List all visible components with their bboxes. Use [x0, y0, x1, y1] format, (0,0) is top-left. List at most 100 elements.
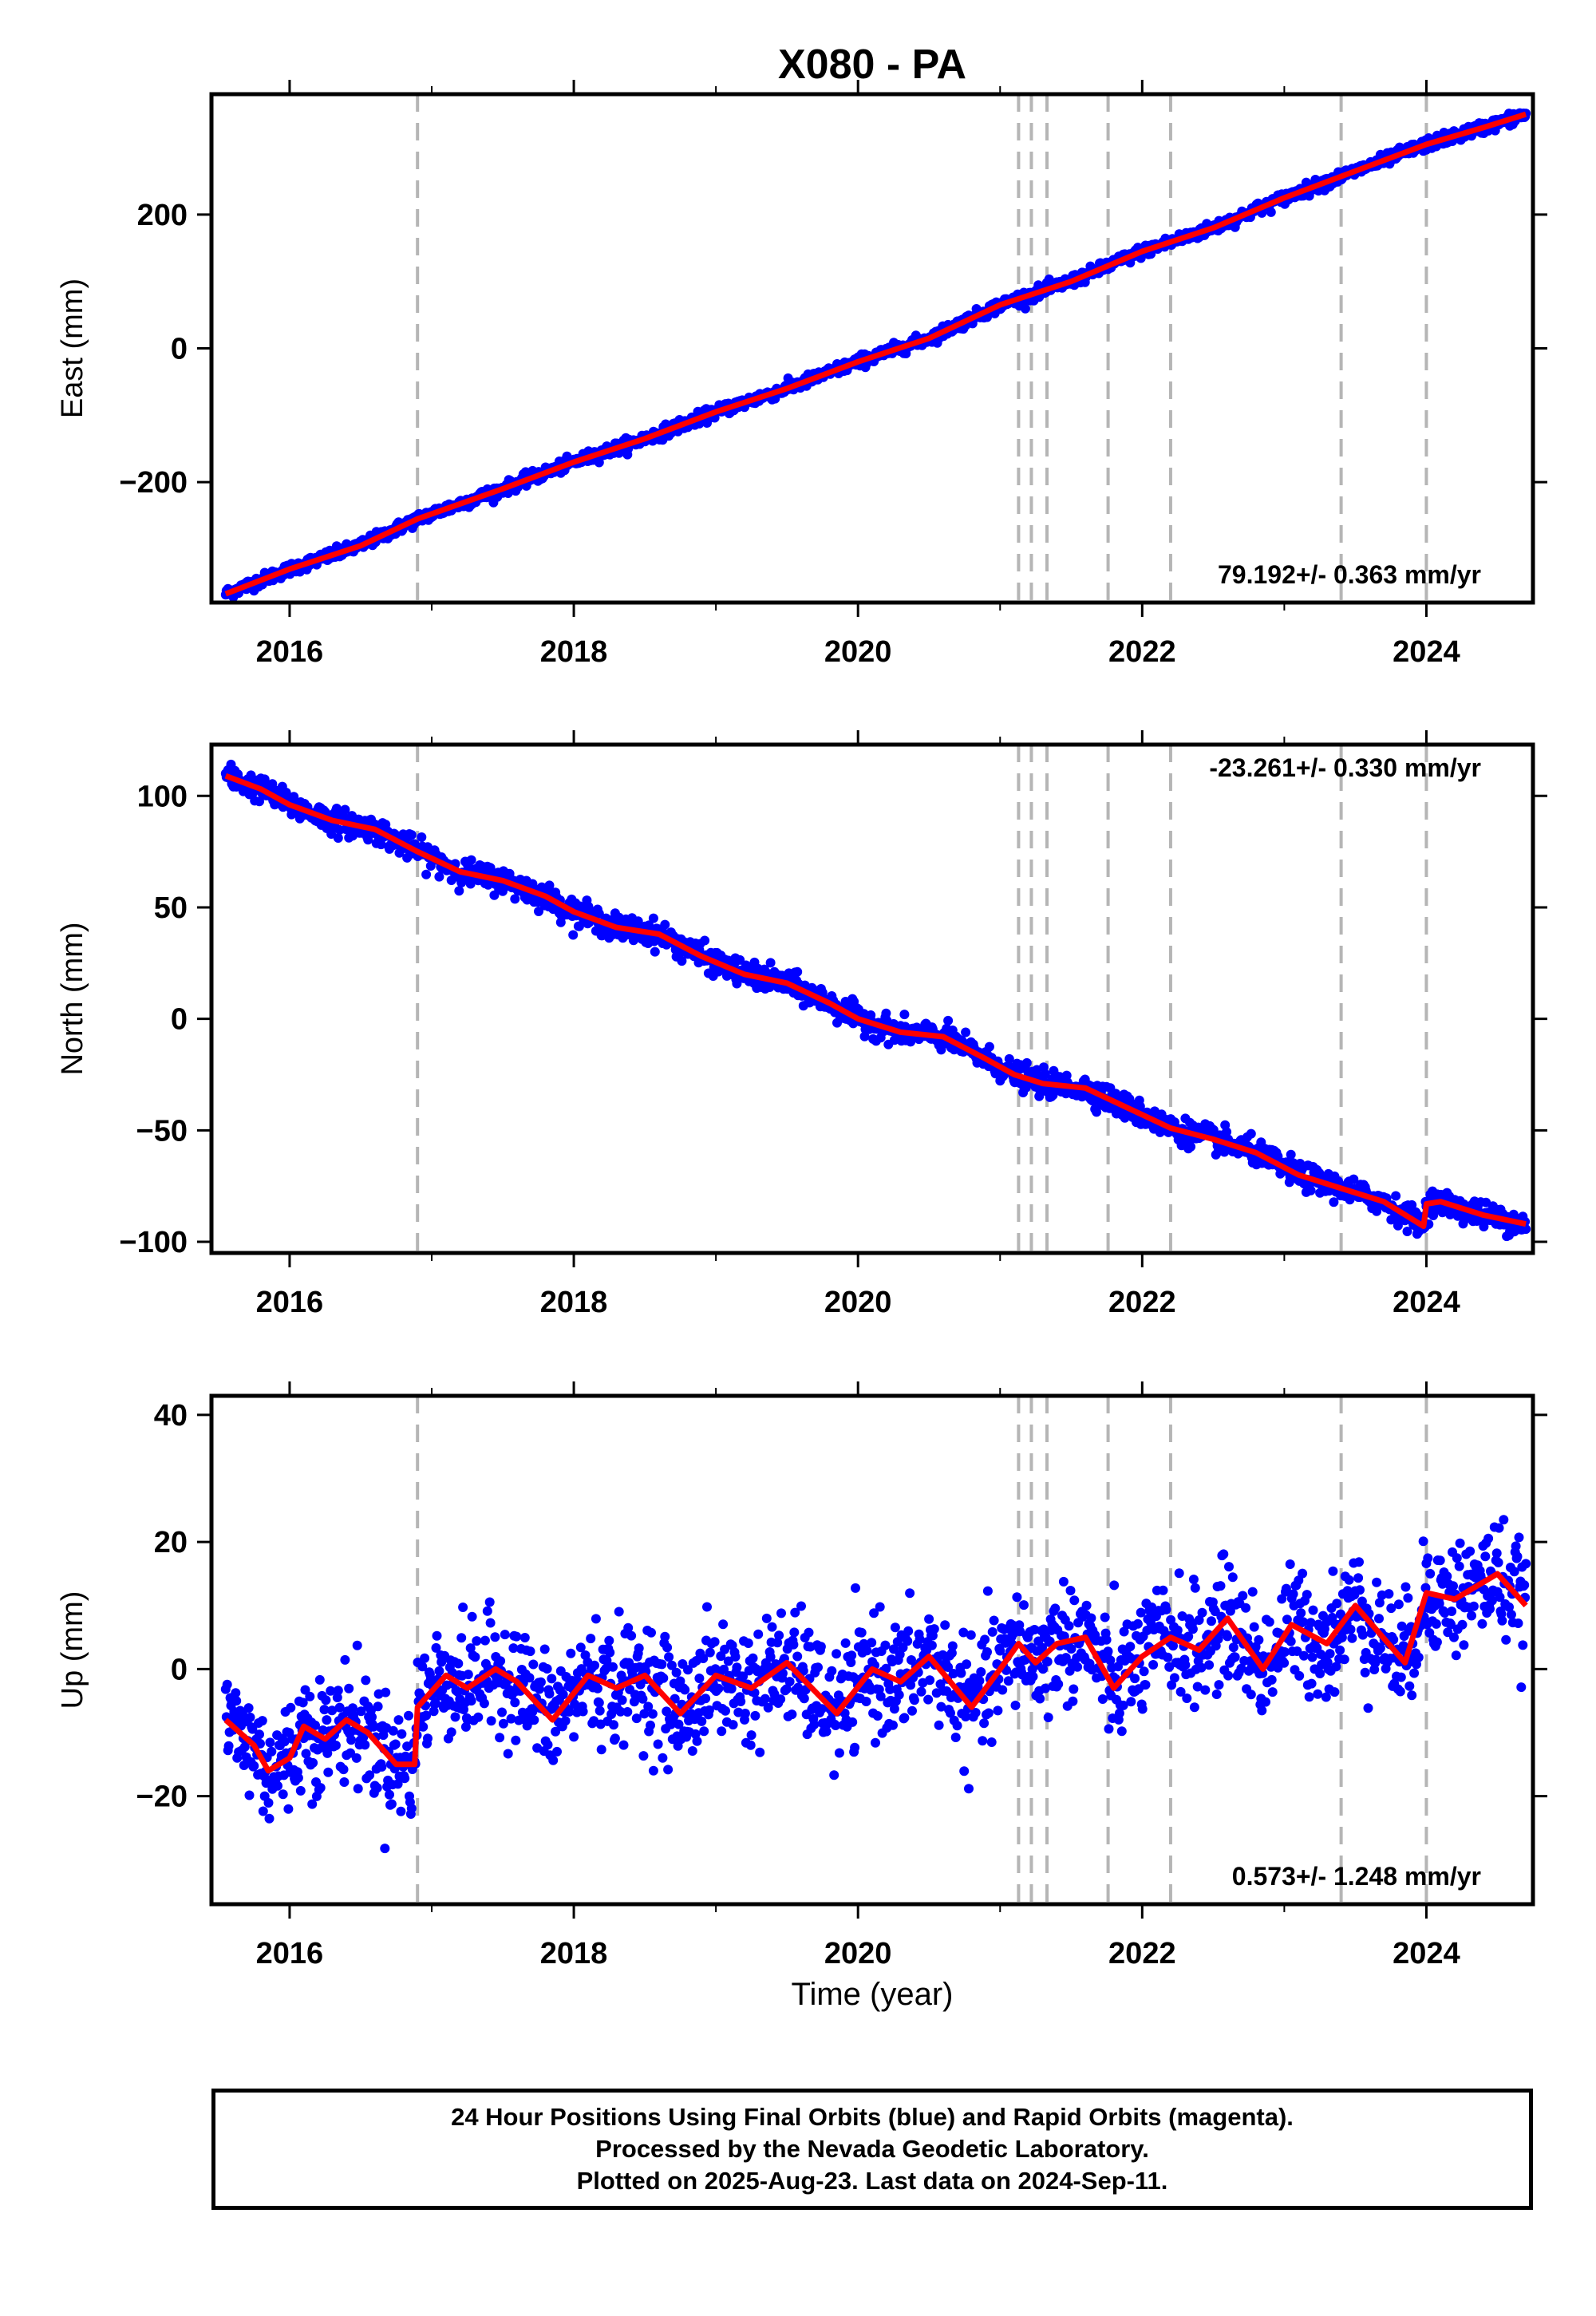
data-point: [687, 1746, 697, 1756]
data-point: [1313, 1689, 1323, 1699]
data-point: [677, 956, 687, 966]
data-point: [746, 1730, 757, 1741]
data-point: [344, 1683, 354, 1694]
data-point: [544, 1689, 555, 1699]
data-point: [726, 1684, 737, 1694]
rate-label: -23.261+/- 0.330 mm/yr: [1209, 753, 1481, 782]
data-point: [353, 1784, 363, 1794]
data-point: [529, 1715, 539, 1725]
data-point: [1169, 1673, 1179, 1683]
data-point: [1163, 1652, 1173, 1662]
data-point: [664, 1652, 674, 1662]
data-point: [646, 1627, 656, 1638]
data-point: [650, 947, 660, 957]
data-point: [701, 1694, 711, 1704]
data-point: [568, 930, 579, 940]
data-point: [760, 1694, 770, 1704]
data-point: [1402, 1227, 1412, 1236]
data-point: [1053, 1679, 1064, 1690]
data-point: [286, 1702, 296, 1713]
y-tick-label: −100: [119, 1226, 188, 1259]
data-point: [323, 1767, 334, 1777]
data-point: [1407, 1199, 1417, 1210]
data-point: [1081, 1600, 1092, 1611]
data-point: [1073, 1662, 1083, 1672]
x-tick-label: 2016: [256, 635, 324, 669]
x-tick-label: 2022: [1108, 1286, 1176, 1319]
data-point: [1104, 1724, 1114, 1734]
data-point: [1064, 1621, 1074, 1631]
data-point: [1288, 1589, 1298, 1599]
data-point: [463, 1670, 473, 1680]
data-point: [789, 1627, 800, 1638]
data-point: [653, 1739, 663, 1749]
data-point: [495, 1733, 505, 1743]
data-point: [903, 1626, 914, 1636]
data-point: [660, 919, 670, 930]
data-point: [404, 1710, 413, 1721]
data-point: [322, 1715, 332, 1725]
data-point: [396, 1806, 406, 1816]
data-point: [1279, 1658, 1290, 1668]
data-point: [984, 1041, 994, 1052]
data-point: [338, 1765, 349, 1775]
data-point: [406, 830, 417, 840]
y-tick-label: 200: [137, 199, 188, 232]
y-tick-label: 100: [137, 780, 188, 813]
data-point: [1116, 1726, 1127, 1737]
model-line: [224, 111, 1527, 597]
data-point: [799, 1694, 809, 1704]
data-point: [713, 1683, 724, 1694]
data-point: [648, 913, 658, 923]
data-point: [1174, 1568, 1184, 1579]
data-point: [1296, 1608, 1306, 1618]
data-point: [361, 1675, 371, 1686]
data-point: [1261, 1697, 1270, 1707]
data-point: [796, 1601, 806, 1611]
data-point: [993, 1705, 1003, 1716]
data-point: [1335, 1645, 1345, 1655]
data-point: [1219, 1147, 1230, 1157]
data-point: [657, 1659, 667, 1670]
data-point: [1306, 1185, 1316, 1196]
data-point: [222, 1679, 232, 1690]
data-point: [377, 1761, 387, 1772]
data-point: [660, 1631, 670, 1642]
data-point: [978, 1736, 988, 1746]
data-point: [255, 1729, 264, 1740]
data-point: [832, 1649, 842, 1659]
data-point: [622, 1707, 633, 1717]
data-point: [804, 1627, 814, 1638]
data-point: [987, 1626, 998, 1637]
data-point: [1308, 1605, 1318, 1615]
data-point: [1349, 1174, 1359, 1184]
data-point: [974, 1676, 985, 1686]
data-point: [875, 1602, 885, 1612]
data-point: [512, 1631, 522, 1642]
data-point: [381, 1687, 391, 1697]
data-point: [1285, 1559, 1295, 1569]
data-point: [434, 871, 444, 882]
data-point: [697, 1716, 707, 1726]
data-point: [496, 1656, 506, 1666]
data-point: [596, 1745, 606, 1755]
data-point: [728, 1720, 738, 1730]
data-point: [721, 1705, 730, 1716]
data-point: [648, 1765, 658, 1776]
data-point: [1353, 1573, 1364, 1583]
data-point: [1286, 1636, 1296, 1646]
data-point: [907, 1705, 917, 1716]
data-point: [743, 1638, 753, 1648]
data-point: [1109, 1580, 1120, 1591]
data-point: [750, 1710, 760, 1721]
data-point: [1101, 1634, 1112, 1645]
data-point: [614, 1607, 624, 1617]
rate-label: 79.192+/- 0.363 mm/yr: [1218, 560, 1481, 589]
data-point: [534, 907, 543, 916]
data-point: [321, 1695, 331, 1705]
data-point: [535, 1677, 546, 1687]
data-point: [1437, 1207, 1448, 1218]
data-point: [765, 958, 776, 968]
data-point: [964, 1784, 974, 1794]
